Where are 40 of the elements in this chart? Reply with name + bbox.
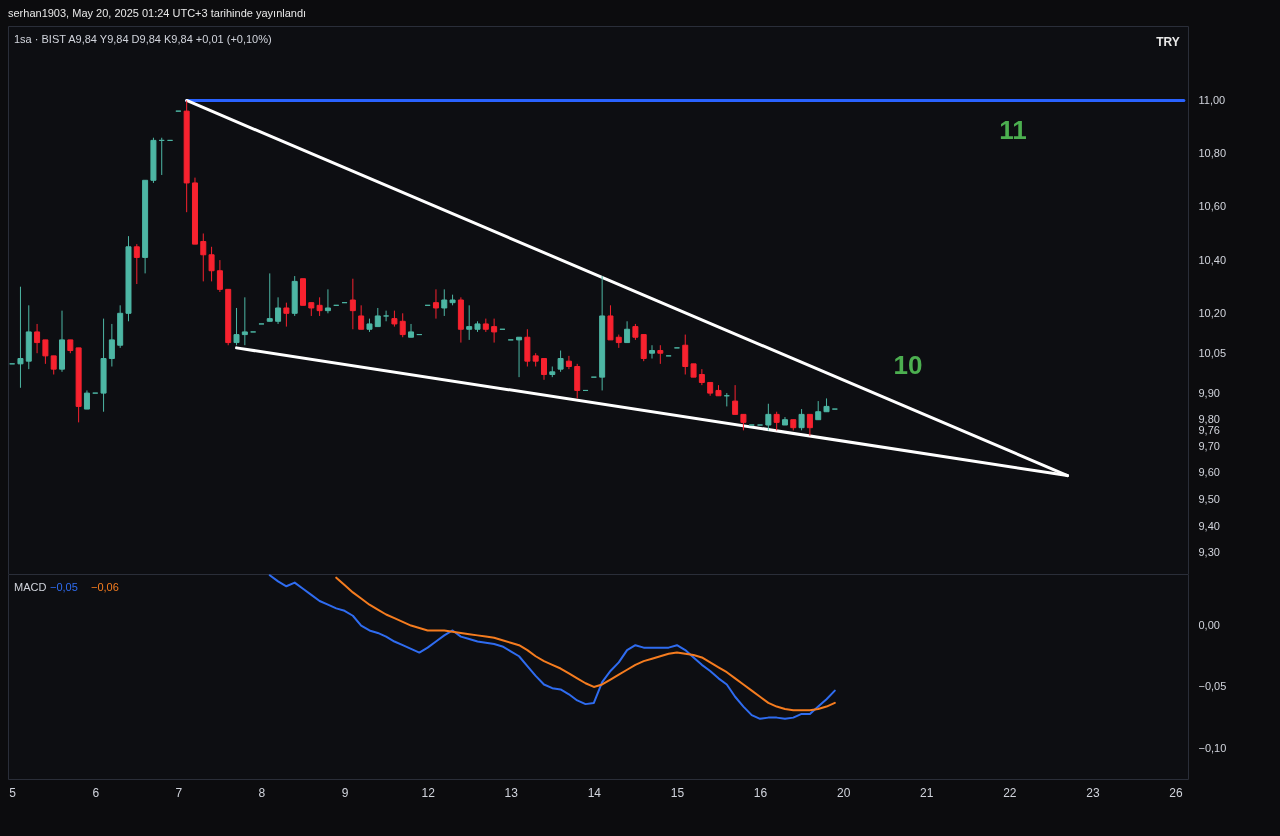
annotation: 11 (999, 115, 1027, 145)
y-tick-label: −0,05 (1198, 680, 1227, 693)
x-tick-label: 13 (504, 785, 519, 800)
x-tick-label: 21 (920, 785, 934, 800)
x-tick-label: 23 (1086, 785, 1100, 800)
y-tick-label: 9,50 (1198, 493, 1220, 506)
y-tick-label: 9,80 (1198, 413, 1220, 426)
x-tick-label: 26 (1169, 785, 1184, 800)
x-tick-label: 7 (175, 785, 183, 800)
text: −0,05 (50, 581, 78, 593)
x-tick-label: 9 (341, 785, 349, 800)
x-tick-label: 6 (92, 785, 100, 800)
y-tick-label: 11,00 (1198, 93, 1226, 106)
x-tick-label: 12 (421, 785, 436, 800)
x-tick-label: 22 (1003, 785, 1017, 800)
y-tick-label: −0,10 (1198, 741, 1227, 754)
text: −0,06 (91, 581, 119, 593)
y-tick-label: 0,00 (1198, 619, 1220, 632)
y-tick-label: 10,60 (1198, 200, 1227, 213)
y-tick-label: 10,40 (1198, 253, 1227, 266)
text: 1sa · BIST A9,84 Y9,84 D9,84 K9,84 +0,01 (+0,10%) (14, 33, 272, 45)
y-tick-label: 9,40 (1198, 519, 1220, 532)
x-tick-label: 8 (258, 785, 266, 800)
text: MACD (14, 581, 47, 593)
y-tick-label: 9,30 (1198, 546, 1220, 559)
text: serhan1903, May 20, 2025 01:24 UTC+3 tarihinde yayınlandı (7, 6, 308, 21)
annotation: 10 (893, 350, 923, 380)
y-tick-label: 10,80 (1198, 147, 1227, 160)
y-tick-label: 9,70 (1198, 439, 1220, 452)
y-tick-label: 10,05 (1198, 346, 1227, 359)
y-tick-label: 10,20 (1198, 306, 1227, 319)
y-tick-label: 9,60 (1198, 466, 1220, 479)
x-tick-label: 5 (9, 785, 17, 800)
x-tick-label: 14 (587, 785, 602, 800)
y-tick-label: 9,76 (1198, 423, 1220, 436)
y-tick-label: 9,90 (1198, 386, 1220, 399)
x-tick-label: 16 (753, 785, 768, 800)
annotation: TRY (1156, 35, 1180, 49)
x-tick-label: 15 (670, 785, 685, 800)
x-tick-label: 20 (836, 785, 851, 800)
